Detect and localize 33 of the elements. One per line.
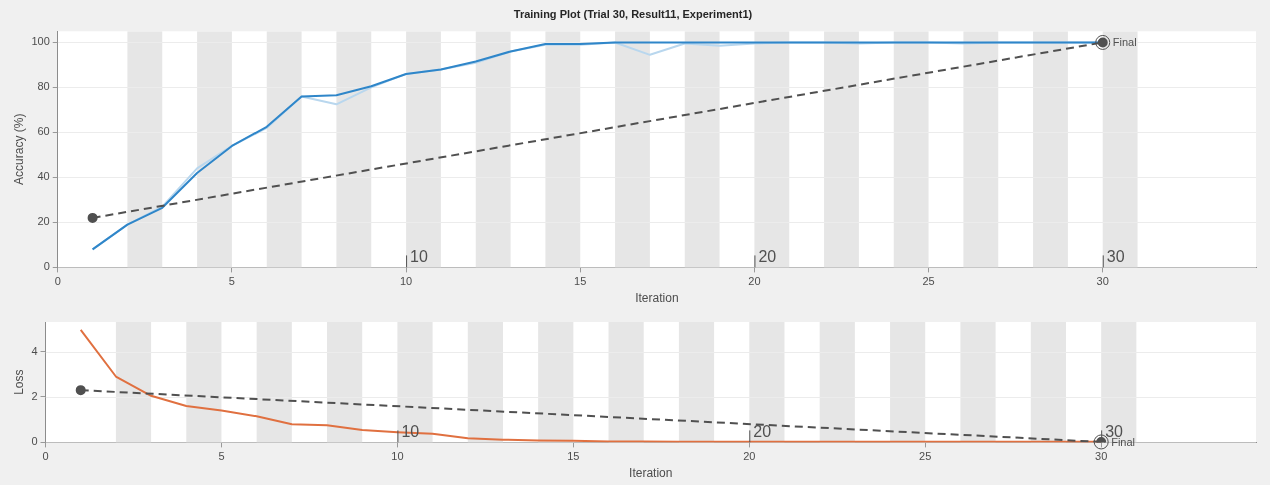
chart-title: Training Plot (Trial 30, Result11, Experiment1): [513, 7, 753, 20]
y-tick-label: 80: [37, 80, 50, 93]
x-tick-label: 15: [574, 275, 587, 288]
y-axis-title: Accuracy (%): [11, 113, 26, 185]
y-tick-label: 4: [31, 344, 38, 357]
x-tick-label: 25: [919, 450, 932, 463]
x-tick-label: 5: [228, 275, 235, 288]
annotation: 10: [410, 247, 428, 265]
y-tick-label: 2: [31, 390, 38, 402]
y-tick-label: 0: [31, 435, 38, 448]
x-tick-label: 20: [743, 450, 756, 463]
point: [75, 385, 86, 396]
y-tick-label: 100: [31, 35, 50, 48]
y-axis-title: Loss: [11, 369, 26, 395]
annotation: 20: [758, 247, 777, 265]
y-tick-label: 60: [37, 125, 50, 138]
y-tick-label: 40: [37, 170, 50, 183]
x-tick-label: 25: [922, 275, 935, 288]
x-tick-label: 5: [218, 450, 225, 463]
x-tick-label: 10: [399, 275, 413, 288]
x-tick-label: 20: [748, 275, 761, 288]
x-axis-title: Iteration: [629, 466, 673, 481]
x-tick-label: 0: [54, 275, 61, 288]
y-tick-label: 20: [37, 215, 50, 228]
x-tick-label: 15: [567, 450, 580, 463]
annotation: 20: [753, 422, 772, 440]
x-axis-title: Iteration: [635, 291, 679, 306]
y-tick-label: 0: [43, 260, 50, 273]
annotation: Final: [1112, 36, 1137, 49]
x-tick-label: 10: [391, 450, 404, 463]
x-tick-label: 30: [1095, 450, 1108, 463]
x-tick-label: 30: [1096, 275, 1109, 288]
annotation: 30: [1106, 247, 1125, 265]
